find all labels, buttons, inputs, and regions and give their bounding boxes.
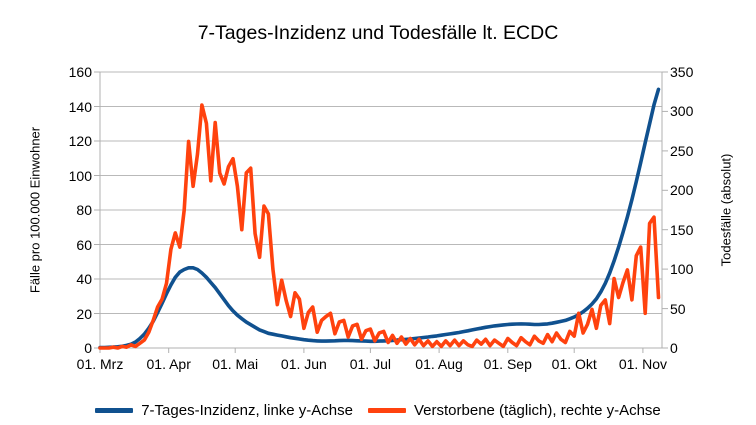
right-axis-tick-label: 200 bbox=[670, 182, 694, 199]
legend: 7-Tages-Inzidenz, linke y-Achse Verstorb… bbox=[0, 398, 756, 422]
left-axis-tick-label: 100 bbox=[68, 167, 92, 184]
left-axis-tick-label: 160 bbox=[68, 64, 92, 80]
right-axis-tick-label: 250 bbox=[670, 142, 694, 159]
x-axis-tick-label: 01. Jun bbox=[280, 356, 327, 372]
deaths-line-swatch bbox=[367, 407, 406, 413]
x-axis-tick-label: 01. Jul bbox=[349, 356, 391, 372]
incidence-line-swatch bbox=[95, 407, 134, 413]
x-axis-tick-label: 01. Mai bbox=[212, 356, 259, 372]
left-axis-tick-label: 0 bbox=[84, 340, 92, 356]
right-axis-tick-label: 50 bbox=[670, 300, 686, 317]
left-axis-tick-label: 60 bbox=[76, 236, 92, 253]
x-axis-tick-label: 01. Sep bbox=[483, 356, 532, 372]
legend-label-deaths: Verstorbene (täglich), rechte y-Achse bbox=[413, 401, 661, 419]
series-line-deaths bbox=[98, 103, 661, 350]
legend-item-incidence: 7-Tages-Inzidenz, linke y-Achse bbox=[95, 402, 353, 419]
left-axis-tick-label: 20 bbox=[76, 305, 92, 322]
chart-title: 7-Tages-Inzidenz und Todesfälle lt. ECDC bbox=[197, 22, 559, 44]
x-axis-tick-label: 01. Mrz bbox=[76, 356, 124, 372]
x-axis-tick-label: 01. Aug bbox=[415, 356, 463, 372]
series-line-incidence bbox=[98, 87, 661, 350]
left-axis-tick-label: 120 bbox=[68, 133, 92, 149]
legend-item-deaths: Verstorbene (täglich), rechte y-Achse bbox=[367, 401, 661, 419]
left-axis-tick-label: 80 bbox=[76, 202, 92, 218]
x-axis-tick-label: 01. Apr bbox=[146, 356, 191, 372]
legend-label-incidence: 7-Tages-Inzidenz, linke y-Achse bbox=[141, 401, 353, 419]
left-axis-tick-label: 40 bbox=[76, 271, 92, 287]
right-axis-tick-label: 300 bbox=[670, 103, 694, 120]
right-axis-tick-label: 350 bbox=[670, 64, 694, 80]
x-axis-tick-label: 01. Nov bbox=[618, 356, 668, 372]
right-axis-tick-label: 0 bbox=[670, 340, 678, 356]
left-axis-tick-label: 140 bbox=[68, 98, 92, 115]
right-axis-tick-label: 150 bbox=[670, 221, 694, 238]
right-axis-tick-label: 100 bbox=[670, 261, 694, 278]
x-axis-tick-label: 01. Okt bbox=[551, 356, 597, 372]
